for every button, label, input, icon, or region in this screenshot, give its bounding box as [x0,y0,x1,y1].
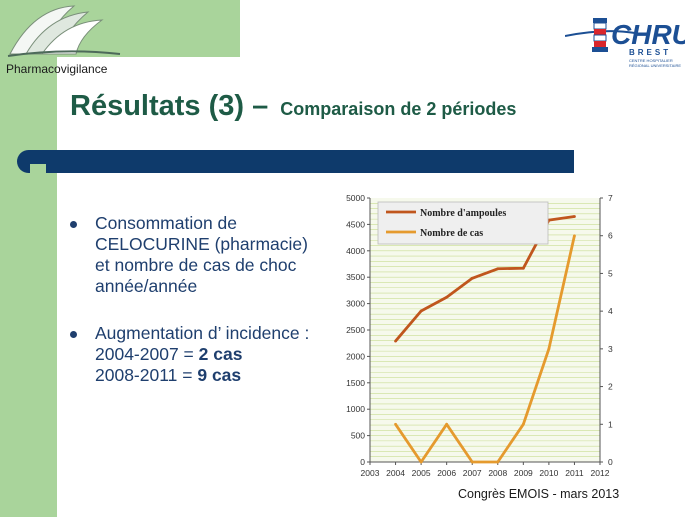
data-point [496,460,500,464]
left-tick-label: 4500 [346,219,365,229]
bullet-line: année/année [95,276,198,296]
right-tick-label: 5 [608,268,613,278]
data-point [394,422,397,426]
right-tick-label: 1 [608,419,613,429]
right-tick-label: 4 [608,306,613,316]
section-caption: Pharmacovigilance [6,62,108,76]
bullet-incidence: Augmentation d’ incidence : 2004-2007 = … [70,323,335,386]
x-tick-label: 2007 [463,468,482,478]
data-point [470,460,474,464]
right-tick-label: 7 [608,193,613,203]
logo-subtext: BREST [629,48,671,57]
right-tick-label: 2 [608,382,613,392]
left-tick-label: 1000 [346,404,365,414]
data-point [547,347,551,351]
data-point [394,339,397,343]
period-2-count: 9 cas [197,365,242,385]
consumption-cases-chart: 0 500 1000 1500 2000 2500 3000 3500 4000 4500 5000… [346,193,613,478]
left-tick-label: 3000 [346,299,365,309]
bullet-consumption: Consommation de CELOCURINE (pharmacie) e… [70,213,335,297]
period-1-range: 2004-2007 = [95,344,199,364]
left-tick-label: 2000 [346,351,365,361]
data-point [521,266,525,270]
legend-box [377,201,549,245]
logo-tagline-2: RÉGIONAL UNIVERSITAIRE [629,63,681,68]
data-point [445,422,449,426]
data-point [496,267,500,271]
right-tick-label: 6 [608,231,613,241]
period-2-line: 2008-2011 = 9 cas [95,365,335,386]
x-tick-label: 2004 [386,468,405,478]
data-point [573,215,576,218]
left-tick-label: 1500 [346,378,365,388]
period-1-count: 2 cas [198,344,243,364]
x-tick-label: 2009 [514,468,533,478]
legend-label: Nombre de cas [420,228,483,239]
left-tick-label: 3500 [346,272,365,282]
data-point [470,276,474,280]
bullet-line: CELOCURINE (pharmacie) [95,234,308,254]
period-2-range: 2008-2011 = [95,365,198,385]
data-point [419,309,423,313]
sailboat-logo-icon [7,5,121,57]
data-point [573,234,576,238]
slide-title: Résultats (3) – Comparaison de 2 période… [70,90,516,123]
x-tick-label: 2003 [361,468,380,478]
left-tick-label: 2500 [346,325,365,335]
x-tick-label: 2008 [488,468,507,478]
period-1-line: 2004-2007 = 2 cas [95,344,335,365]
data-point [521,422,525,426]
right-tick-label: 3 [608,344,613,354]
logo-text: CHRU [611,19,685,50]
x-tick-label: 2005 [412,468,431,478]
bullet-dot-icon [70,331,77,338]
left-tick-label: 5000 [346,193,365,203]
bullet-line: Augmentation d’ incidence : [95,323,310,343]
data-point [419,460,423,464]
left-tick-label: 4000 [346,246,365,256]
left-tick-label: 500 [351,431,365,441]
title-main: Résultats (3) – [70,90,277,122]
logo-tagline-1: CENTRE HOSPITALIER [629,58,673,63]
chru-brest-logo: CHRU BREST CENTRE HOSPITALIER RÉGIONAL U… [565,18,685,68]
lighthouse-icon [592,18,608,52]
x-tick-label: 2010 [539,468,558,478]
bullet-line: et nombre de cas de choc [95,255,297,275]
left-tick-label: 0 [360,457,365,467]
title-divider-bar [17,150,574,173]
x-tick-label: 2006 [437,468,456,478]
divider-tail [30,164,46,173]
bullet-line: Consommation de [95,213,238,233]
right-tick-label: 0 [608,457,613,467]
data-point [445,295,449,299]
left-decorative-band [0,0,57,517]
title-subtitle: Comparaison de 2 périodes [280,99,517,119]
series-line-2 [394,235,576,464]
slide-footer: Congrès EMOIS - mars 2013 [458,487,620,501]
legend-label: Nombre d'ampoules [420,208,506,219]
bullet-list: Consommation de CELOCURINE (pharmacie) e… [70,213,335,386]
x-tick-label: 2012 [591,468,610,478]
bullet-dot-icon [70,221,77,228]
x-tick-label: 2011 [565,468,584,478]
